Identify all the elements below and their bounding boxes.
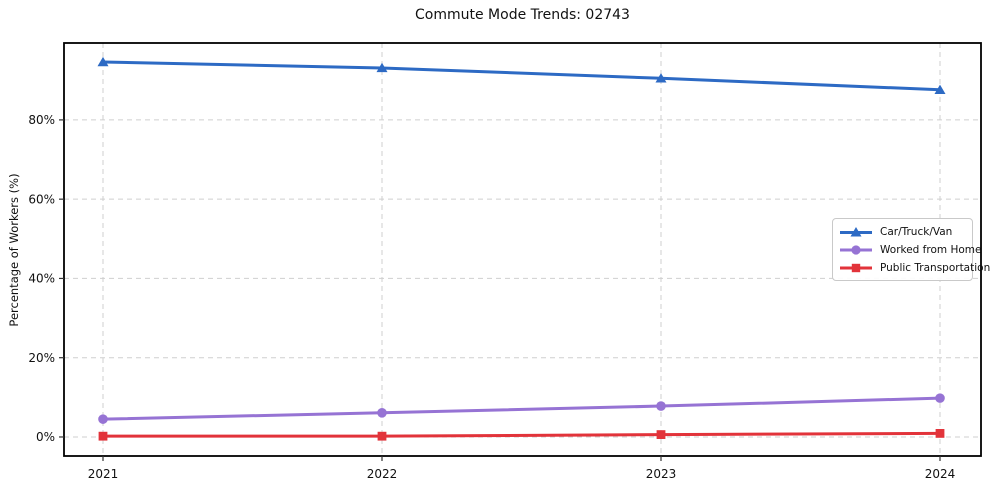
data-point-square xyxy=(377,431,387,441)
data-point-square xyxy=(656,430,666,439)
series-line-square xyxy=(101,431,942,438)
data-point-square xyxy=(935,429,945,438)
legend-label-car-truck-van: Car/Truck/Van xyxy=(880,225,953,238)
x-tick-label: 2021 xyxy=(88,467,119,481)
data-point-circle xyxy=(377,407,387,418)
x-tick-label: 2024 xyxy=(925,467,956,481)
y-axis-label: Percentage of Workers (%) xyxy=(7,173,21,327)
data-point-triangle xyxy=(97,56,109,67)
data-point-circle xyxy=(935,393,945,403)
chart-title: Commute Mode Trends: 02743 xyxy=(415,7,630,23)
data-point-square xyxy=(98,431,108,441)
legend-item-car-truck-van: Car/Truck/Van xyxy=(839,224,964,239)
data-point-circle xyxy=(98,414,108,424)
data-point-circle xyxy=(656,401,666,411)
legend-square-marker-icon xyxy=(840,263,872,272)
legend: Car/Truck/Van Worked from Home Public Tr… xyxy=(832,218,990,281)
series-line-triangle xyxy=(101,60,942,92)
legend-triangle-marker-icon xyxy=(840,226,872,236)
y-tick-label: 80% xyxy=(28,113,55,127)
x-tick-label: 2022 xyxy=(367,467,398,481)
y-tick-label: 40% xyxy=(28,272,55,286)
x-tick-label: 2023 xyxy=(646,467,677,481)
legend-item-public-transportation: Public Transportation xyxy=(839,260,990,275)
legend-circle-marker-icon xyxy=(840,244,872,255)
plot-frame xyxy=(63,42,982,457)
data-point-triangle xyxy=(376,62,388,73)
data-point-triangle xyxy=(655,73,667,83)
legend-item-worked-from-home: Worked from Home xyxy=(839,242,981,257)
data-point-triangle xyxy=(934,84,946,94)
y-tick-label: 60% xyxy=(28,192,55,206)
y-tick-label: 20% xyxy=(28,351,55,365)
legend-label-public-transportation: Public Transportation xyxy=(880,261,990,274)
legend-label-worked-from-home: Worked from Home xyxy=(880,243,982,256)
series-line-circle xyxy=(101,396,942,421)
y-tick-label: 0% xyxy=(36,430,55,444)
